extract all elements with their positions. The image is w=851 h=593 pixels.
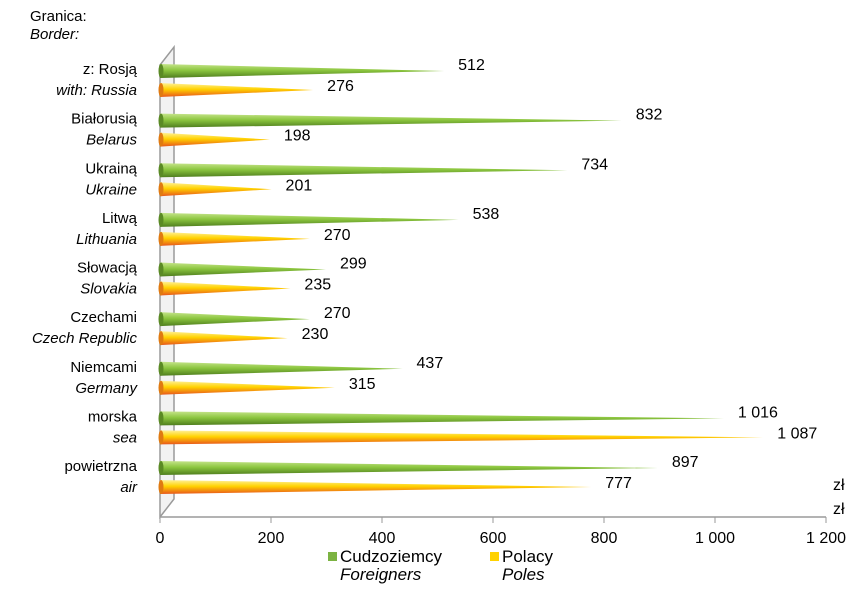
data-label: 299 [340, 256, 367, 273]
data-label: 538 [473, 206, 500, 223]
bar-foreigners [160, 64, 445, 78]
category-label: Lithuania [76, 231, 137, 248]
chart-title: Granica: Border: [30, 8, 87, 44]
bar-base [158, 163, 164, 178]
bar-base [158, 411, 164, 426]
x-tick-label: 1 200 [806, 530, 846, 547]
bar-base [158, 281, 164, 296]
bar-poles [160, 331, 288, 346]
bar-poles [160, 231, 310, 246]
x-tick-label: 1 000 [695, 530, 735, 547]
bar-base [158, 480, 164, 494]
bar-foreigners [160, 312, 310, 327]
bar-foreigners [160, 361, 403, 376]
category-label: Białorusią [71, 111, 138, 128]
data-label: 832 [636, 107, 663, 124]
category-label: with: Russia [56, 82, 137, 99]
chart-title-en: Border: [30, 26, 80, 43]
data-label: 777 [605, 475, 632, 492]
category-label: morska [88, 408, 138, 425]
data-label: 270 [324, 305, 351, 322]
category-label: Germany [75, 380, 138, 397]
bar-foreigners [160, 113, 622, 128]
data-label: 276 [327, 78, 354, 95]
bar-foreigners [160, 212, 459, 227]
labels: z: Rosją with: Russia 512 276 Białorusią Bela… [32, 57, 817, 496]
bar-base [158, 331, 164, 346]
legend-label-poles-pl: Polacy [502, 547, 554, 566]
x-tick-label: 400 [369, 530, 396, 547]
bar-foreigners [160, 163, 568, 178]
bar-base [158, 380, 164, 395]
unit-label: zł [833, 477, 845, 494]
bar-poles [160, 281, 291, 296]
data-label: 315 [349, 376, 376, 393]
bar-base [158, 361, 164, 376]
bar-poles [160, 83, 314, 97]
data-label: 201 [286, 177, 313, 194]
category-label: Ukraine [85, 181, 137, 198]
bar-foreigners [160, 262, 326, 277]
data-label: 198 [284, 128, 311, 145]
category-label: Ukrainą [85, 160, 137, 177]
legend-swatch-foreigners [328, 552, 337, 561]
legend-foreigners: Cudzoziemcy Foreigners [328, 548, 442, 584]
x-tick-label: 200 [258, 530, 285, 547]
category-label: Slovakia [80, 281, 137, 298]
legend-label-foreigners-pl: Cudzoziemcy [340, 547, 443, 566]
bar-base [158, 83, 164, 97]
data-label: 1 087 [777, 425, 817, 442]
category-label: Słowacją [77, 260, 138, 277]
bar-base [158, 212, 164, 227]
bar-base [158, 430, 164, 445]
legend-swatch-poles [490, 552, 499, 561]
bar-poles [160, 430, 764, 445]
data-label: 235 [304, 277, 331, 294]
bar-poles [160, 132, 270, 147]
bar-base [158, 113, 164, 128]
data-label: 270 [324, 227, 351, 244]
legend-label-foreigners-en: Foreigners [340, 565, 422, 584]
data-label: 230 [302, 326, 329, 343]
data-label: 734 [581, 156, 608, 173]
data-label: 437 [417, 355, 444, 372]
category-label: powietrzna [64, 458, 137, 475]
bar-base [158, 312, 164, 327]
bar-base [158, 182, 164, 197]
data-label: 512 [458, 57, 485, 74]
bar-poles [160, 480, 592, 494]
bar-poles [160, 182, 272, 197]
x-tick-label: 800 [591, 530, 618, 547]
bar-foreigners [160, 461, 658, 475]
bar-base [158, 64, 164, 78]
category-label: air [120, 479, 138, 496]
bar-base [158, 262, 164, 277]
legend-label-poles-en: Poles [502, 565, 545, 584]
category-label: Belarus [86, 132, 137, 149]
category-label: z: Rosją [83, 61, 138, 78]
bar-base [158, 231, 164, 246]
category-label: Czech Republic [32, 330, 138, 347]
category-label: Litwą [102, 210, 138, 227]
data-label: 897 [672, 454, 699, 471]
bars [158, 64, 764, 494]
bar-base [158, 132, 164, 147]
data-label: 1 016 [738, 404, 778, 421]
unit-label: zł [833, 501, 845, 518]
category-label: Niemcami [70, 359, 137, 376]
legend-poles: Polacy Poles [490, 548, 553, 584]
bar-poles [160, 380, 335, 395]
bar-base [158, 461, 164, 475]
category-label: Czechami [70, 309, 137, 326]
category-label: sea [113, 429, 137, 446]
chart-title-pl: Granica: [30, 8, 87, 25]
x-tick-label: 0 [156, 530, 165, 547]
bar-foreigners [160, 411, 724, 426]
x-tick-label: 600 [480, 530, 507, 547]
